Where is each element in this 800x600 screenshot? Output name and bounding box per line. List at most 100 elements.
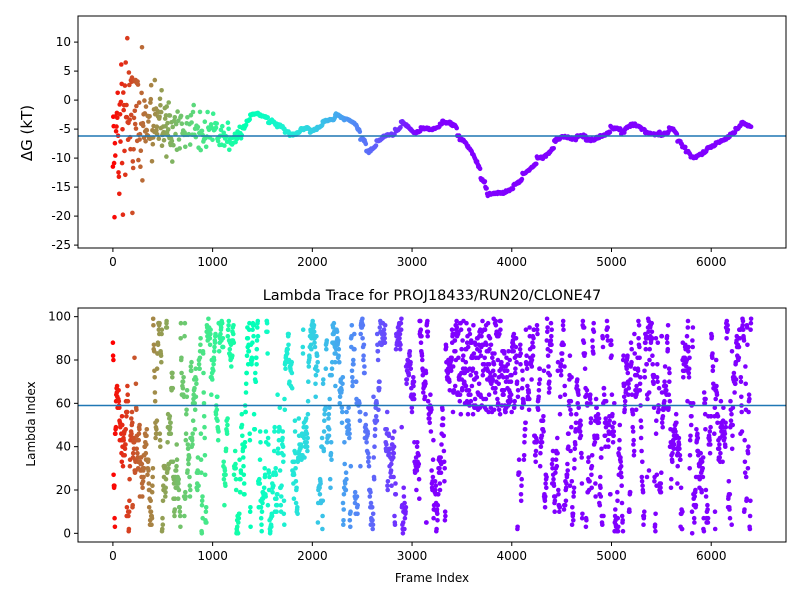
lambda-point <box>279 494 284 499</box>
lambda-point <box>562 364 567 369</box>
lambda-point <box>573 427 579 432</box>
lambda-point <box>336 353 341 359</box>
lambda-point <box>318 481 323 486</box>
lambda-point <box>231 340 237 346</box>
lambda-point <box>312 340 317 346</box>
lambda-point <box>465 411 471 417</box>
lambda-point <box>578 418 583 424</box>
lambda-point <box>160 515 165 521</box>
lambda-point <box>607 418 612 424</box>
lambda-point <box>468 372 474 378</box>
lambda-point <box>272 429 277 434</box>
lambda-point <box>484 342 489 348</box>
lambda-point <box>404 377 410 382</box>
delta-g-point <box>126 70 132 75</box>
lambda-point <box>746 392 752 398</box>
lambda-point <box>187 494 193 499</box>
lambda-point <box>140 479 146 484</box>
lambda-point <box>149 522 154 527</box>
lambda-point <box>440 407 445 413</box>
lambda-point <box>315 520 321 525</box>
lambda-point <box>701 528 707 534</box>
lambda-point <box>493 385 498 391</box>
delta-g-point <box>128 112 134 118</box>
lambda-point <box>603 398 609 404</box>
lambda-point <box>291 496 297 502</box>
delta-g-point <box>144 128 150 133</box>
lambda-point <box>373 414 379 419</box>
lambda-point <box>685 325 691 330</box>
lambda-point <box>492 351 497 356</box>
lambda-point <box>183 437 189 443</box>
lambda-point <box>244 353 250 359</box>
lambda-point <box>172 507 178 512</box>
lambda-point <box>710 355 715 361</box>
lambda-point <box>163 485 168 491</box>
lambda-point <box>216 349 222 354</box>
lambda-point <box>502 351 507 356</box>
lambda-point <box>743 381 748 387</box>
lambda-point <box>419 333 424 339</box>
lambda-point <box>642 375 648 380</box>
lambda-point <box>347 435 352 441</box>
lambda-point <box>146 505 152 510</box>
lambda-point <box>310 318 316 324</box>
lambda-point <box>639 424 644 430</box>
y-tick-label: -25 <box>51 238 71 252</box>
lambda-point <box>727 492 733 497</box>
lambda-point <box>666 405 671 411</box>
lambda-point <box>537 377 543 382</box>
lambda-point <box>642 509 647 514</box>
lambda-point <box>299 444 304 450</box>
lambda-point <box>377 325 383 330</box>
lambda-point <box>184 388 190 393</box>
lambda-point <box>136 431 142 437</box>
lambda-point <box>423 381 428 387</box>
lambda-point <box>291 472 297 478</box>
lambda-point <box>675 481 680 486</box>
lambda-point <box>631 442 636 447</box>
lambda-point <box>407 349 413 354</box>
lambda-point <box>250 340 255 346</box>
lambda-point <box>230 353 235 359</box>
lambda-point <box>603 424 609 430</box>
lambda-point <box>441 459 447 465</box>
lambda-point <box>112 524 118 530</box>
lambda-point <box>370 511 376 517</box>
lambda-point <box>131 435 136 441</box>
lambda-point <box>141 474 146 480</box>
lambda-point <box>471 351 477 356</box>
lambda-point <box>249 357 255 363</box>
x-tick-label: 1000 <box>197 255 228 269</box>
lambda-point <box>199 470 204 476</box>
delta-g-point <box>148 100 153 105</box>
lambda-point <box>487 336 493 341</box>
lambda-point <box>144 427 150 432</box>
lambda-point <box>362 370 367 376</box>
lambda-point <box>235 531 241 536</box>
lambda-point <box>575 377 580 382</box>
lambda-point <box>381 327 387 333</box>
lambda-point <box>225 422 230 428</box>
lambda-point <box>199 498 205 504</box>
lambda-point <box>715 414 721 419</box>
delta-g-point <box>176 118 181 124</box>
delta-g-point <box>218 127 224 133</box>
lambda-point <box>513 336 519 341</box>
lambda-point <box>604 333 610 339</box>
lambda-point <box>563 485 569 491</box>
lambda-point <box>710 368 716 374</box>
lambda-point <box>651 381 656 387</box>
delta-g-point <box>137 137 142 142</box>
lambda-point <box>538 444 544 450</box>
lambda-point <box>724 336 729 341</box>
lambda-point <box>178 320 184 326</box>
delta-g-point <box>123 172 128 178</box>
lambda-point <box>483 396 489 402</box>
lambda-point <box>148 509 154 514</box>
lambda-point <box>690 344 695 350</box>
lambda-point <box>724 318 730 324</box>
lambda-point <box>437 466 442 471</box>
lambda-point <box>211 357 217 363</box>
lambda-point <box>486 409 491 415</box>
